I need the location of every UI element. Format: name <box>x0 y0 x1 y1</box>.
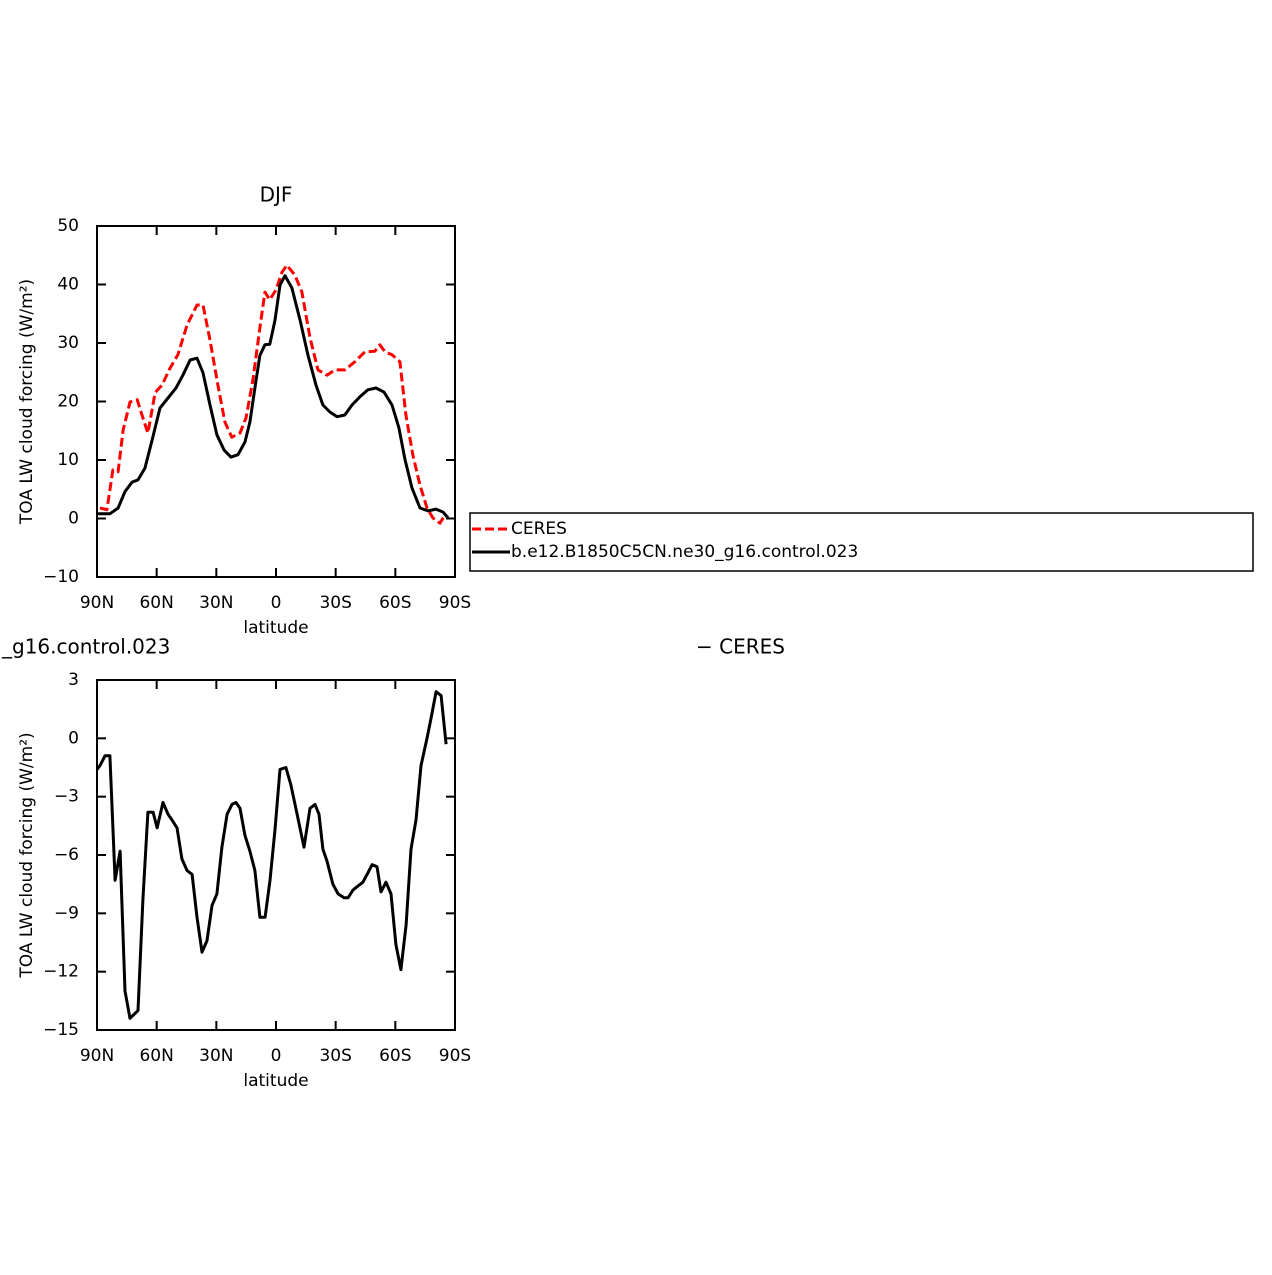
y-tick-label: 10 <box>57 450 79 470</box>
y-tick-label: 40 <box>57 275 79 295</box>
y-tick-label: 0 <box>68 728 79 748</box>
x-tick-label: 0 <box>271 593 282 613</box>
x-tick-label: 30N <box>199 1046 233 1066</box>
y-axis-label: TOA LW cloud forcing (W/m²) <box>17 732 37 978</box>
x-tick-label: 60N <box>139 1046 173 1066</box>
x-tick-label: 30S <box>319 1046 351 1066</box>
x-tick-label: 30N <box>199 593 233 613</box>
y-tick-label: −3 <box>54 787 79 807</box>
x-axis-label: latitude <box>243 618 308 638</box>
x-tick-label: 60S <box>379 1046 411 1066</box>
y-tick-label: 3 <box>68 670 79 690</box>
y-tick-label: 20 <box>57 392 79 412</box>
x-tick-label: 30S <box>319 593 351 613</box>
chart-title: _g16.control.023 <box>1 635 170 659</box>
chart-title: − CERES <box>696 635 785 659</box>
data-line <box>97 274 450 519</box>
x-tick-label: 60N <box>139 593 173 613</box>
x-tick-label: 90N <box>80 593 114 613</box>
data-line <box>95 690 448 1020</box>
data-line <box>99 263 447 525</box>
x-tick-label: 90S <box>439 1046 471 1066</box>
x-axis-label: latitude <box>243 1071 308 1091</box>
legend-label: CERES <box>511 519 567 539</box>
legend-box <box>469 512 1254 572</box>
y-tick-label: 30 <box>57 333 79 353</box>
y-tick-label: −9 <box>54 903 79 923</box>
y-axis-label: TOA LW cloud forcing (W/m²) <box>17 279 37 525</box>
y-tick-label: −12 <box>43 962 79 982</box>
plot-frame <box>96 225 456 578</box>
x-tick-label: 60S <box>379 593 411 613</box>
x-tick-label: 90S <box>439 593 471 613</box>
y-tick-label: 50 <box>57 216 79 236</box>
chart-title: DJF <box>260 183 293 207</box>
y-tick-label: −15 <box>43 1020 79 1040</box>
legend-label: b.e12.B1850C5CN.ne30_g16.control.023 <box>511 542 858 562</box>
x-tick-label: 0 <box>271 1046 282 1066</box>
x-tick-label: 90N <box>80 1046 114 1066</box>
y-tick-label: 0 <box>68 509 79 529</box>
y-tick-label: −10 <box>43 567 79 587</box>
y-tick-label: −6 <box>54 845 79 865</box>
plot-frame <box>96 679 456 1031</box>
